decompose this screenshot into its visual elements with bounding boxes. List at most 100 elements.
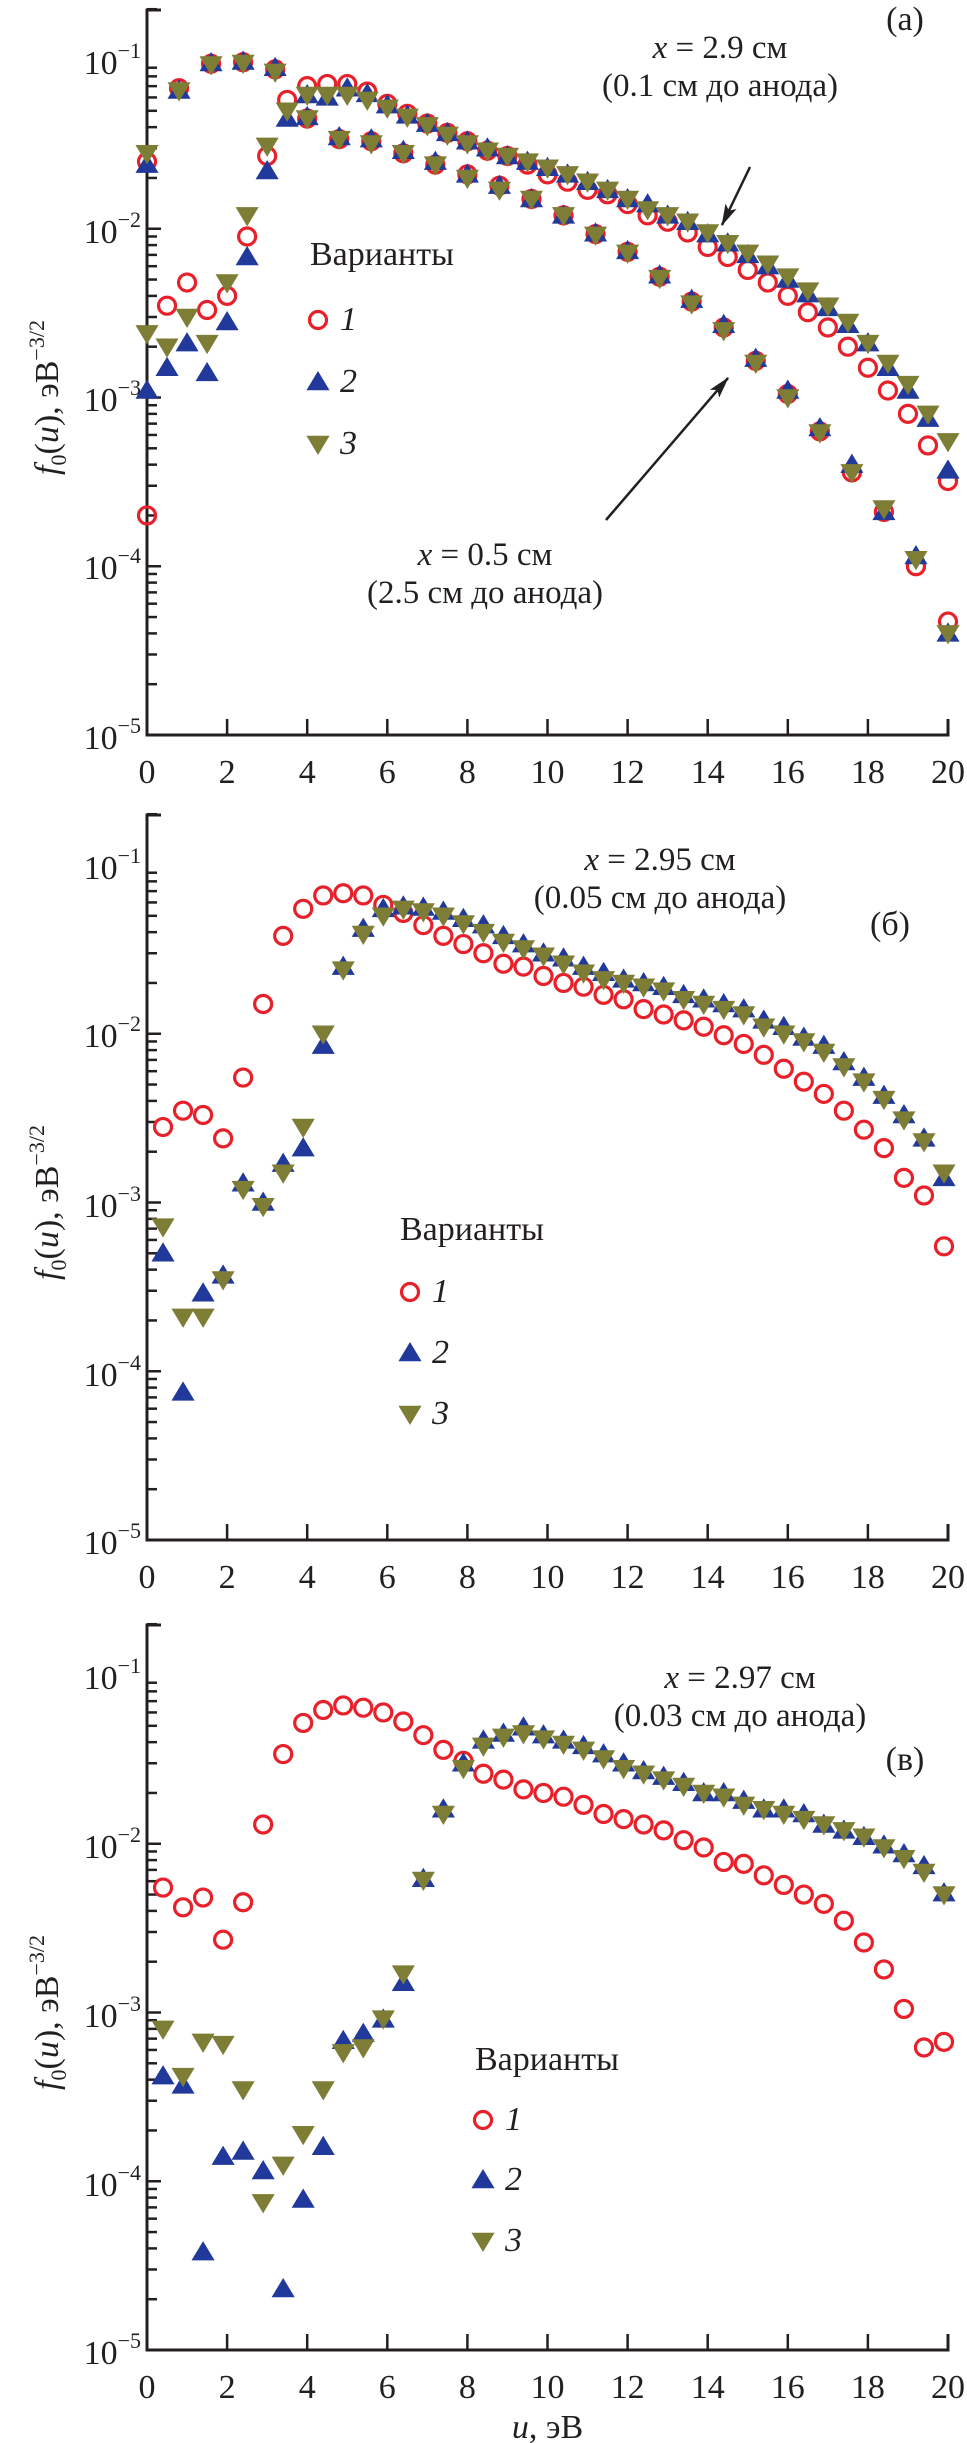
data-point [652, 982, 676, 1002]
data-point [692, 995, 716, 1016]
data-point [876, 354, 900, 375]
data-point [313, 1699, 334, 1721]
data-point [353, 1697, 374, 1718]
x-tick-label: 18 [851, 754, 885, 791]
data-point [873, 1138, 895, 1159]
y-tick-label: 10−5 [84, 713, 141, 757]
data-point [455, 135, 479, 155]
data-point [433, 1739, 454, 1760]
x-tick-label: 20 [931, 2369, 965, 2406]
data-point [275, 102, 299, 122]
data-point [493, 1769, 514, 1790]
data-point [471, 923, 495, 944]
data-point [652, 1771, 676, 1791]
data-point [932, 1886, 956, 1906]
data-point [291, 2125, 315, 2146]
data-point [431, 907, 455, 927]
data-point [932, 1164, 956, 1184]
data-point [176, 272, 198, 293]
data-point [431, 1805, 455, 1826]
data-point [473, 1763, 494, 1784]
data-point [852, 1828, 876, 1848]
data-point [335, 86, 359, 107]
data-point [191, 2241, 215, 2261]
data-point [716, 235, 740, 255]
data-point [423, 156, 447, 176]
series-3-(x-=-0.5-см) [135, 54, 960, 645]
x-tick-label: 2 [219, 2369, 236, 2406]
data-point [773, 1058, 794, 1079]
legend-marker [398, 1342, 422, 1362]
y-tick-label: 10−3 [84, 375, 141, 419]
data-point [693, 1837, 714, 1858]
data-point [653, 1820, 674, 1841]
x-tick-label: 12 [611, 2369, 645, 2406]
data-point [171, 1381, 195, 1401]
panel-label: (в) [886, 1741, 925, 1778]
data-point [331, 2044, 355, 2064]
data-point [487, 181, 511, 201]
legend-marker [472, 2109, 494, 2131]
annotation-arrow [605, 377, 729, 521]
data-point [273, 1743, 294, 1765]
data-point [872, 500, 896, 520]
y-tick-label: 10−5 [84, 2328, 141, 2372]
data-point [291, 1137, 315, 1157]
data-point [167, 82, 191, 102]
data-point [817, 317, 838, 338]
annotation-position: x = 0.5 см [417, 537, 553, 573]
data-point [212, 1929, 234, 1950]
x-tick-label: 18 [851, 1559, 885, 1596]
data-point [333, 1695, 354, 1716]
data-point [593, 1803, 614, 1825]
data-point [152, 1116, 174, 1138]
data-point [271, 1164, 295, 1184]
data-point [857, 357, 879, 378]
x-tick-label: 2 [219, 1559, 236, 1596]
data-point [293, 1712, 314, 1734]
data-point [777, 285, 798, 307]
data-point [211, 2035, 235, 2056]
data-point [913, 2037, 935, 2058]
data-point [533, 965, 554, 987]
data-point [395, 108, 419, 128]
data-point [255, 137, 279, 157]
data-point [473, 943, 494, 964]
data-point [391, 1965, 415, 1985]
data-point [215, 311, 239, 331]
data-point [573, 1794, 594, 1815]
data-point [897, 403, 919, 424]
data-point [836, 313, 860, 334]
x-tick-label: 2 [219, 754, 236, 791]
data-point [195, 361, 219, 382]
data-point [273, 925, 294, 947]
data-point [235, 246, 259, 266]
data-point [813, 1893, 834, 1915]
axes-frame [145, 8, 950, 737]
data-point [155, 356, 179, 377]
data-point [411, 1871, 435, 1891]
data-point [792, 1033, 816, 1053]
data-point [892, 1850, 916, 1870]
legend-label: 2 [505, 2161, 522, 2198]
x-tick-label: 14 [691, 2369, 725, 2406]
x-tick-label: 20 [931, 1559, 965, 1596]
data-point [673, 1830, 694, 1851]
data-point [592, 1750, 616, 1770]
data-point [515, 153, 540, 173]
data-point [553, 972, 574, 994]
data-point [191, 1308, 215, 1328]
data-point [712, 322, 736, 342]
data-point [393, 1711, 414, 1732]
y-tick-label: 10−1 [84, 1653, 141, 1697]
data-point [571, 964, 596, 984]
data-point [912, 1863, 936, 1884]
panel-label: (б) [870, 906, 910, 943]
data-point [359, 135, 383, 155]
data-point [636, 201, 660, 221]
data-point [199, 56, 223, 76]
data-point [331, 961, 355, 981]
y-axis-label: f0(u), эВ−3/2 [24, 1125, 71, 1280]
data-point [680, 295, 704, 315]
data-point [917, 435, 939, 456]
